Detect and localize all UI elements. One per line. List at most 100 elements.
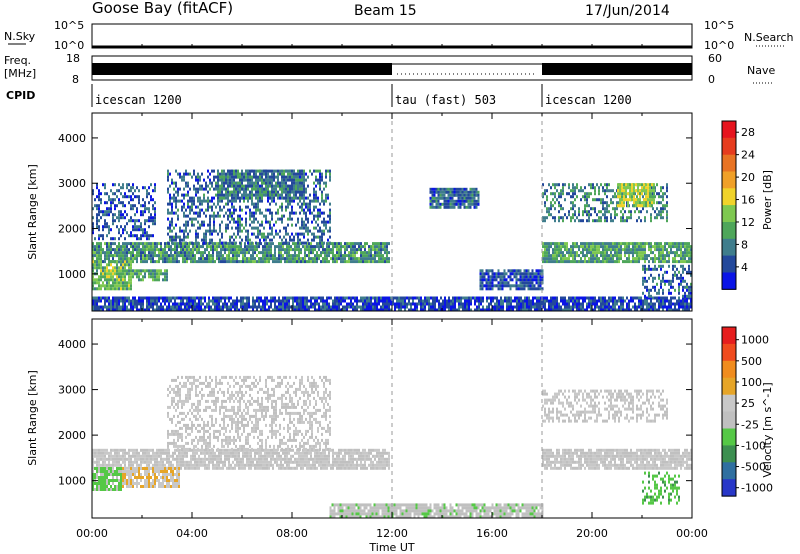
cpid-label: CPID: [6, 89, 35, 102]
echo-region: [542, 389, 668, 423]
echo-region: [617, 183, 655, 208]
colorbar-tick-label: -500: [741, 461, 766, 474]
nsky-panel: N.Sky 10^5 10^0 10^5 10^0 N.Search: [4, 19, 794, 52]
time-tick-label: 16:00: [476, 527, 508, 540]
power-echoes: [92, 113, 692, 312]
station-title: Goose Bay (fitACF): [92, 0, 233, 17]
cpid-segment-label: icescan 1200: [95, 93, 182, 107]
freq-trace: [92, 63, 692, 75]
colorbar-tick-label: -100: [741, 439, 766, 452]
echo-region: [92, 260, 132, 291]
freq-panel: Freq. [MHz] 18 8 60 0 Nave: [4, 52, 775, 86]
velocity-colorbar: 1000 500 100 25 -25 -100 -500 -1000: [721, 326, 773, 497]
nsky-left-tick-top: 10^5: [54, 19, 84, 32]
velocity-frame: [91, 318, 693, 519]
y-tick-label: 3000: [58, 384, 86, 397]
colorbar-swatch: [722, 462, 736, 480]
colorbar-swatch: [722, 222, 736, 240]
colorbar-swatch: [722, 171, 736, 189]
echo-region: [92, 467, 122, 491]
echo-region: [479, 269, 544, 291]
echo-region: [429, 187, 480, 209]
colorbar-tick-label: 25: [741, 397, 755, 410]
velocity-axes: 1000 2000 3000 4000: [58, 319, 693, 518]
colorbar-swatch: [722, 411, 736, 429]
time-tick-label: 00:00: [76, 527, 108, 540]
echo-region: [92, 183, 156, 241]
nsky-left-label: N.Sky: [4, 30, 36, 43]
y-tick-label: 4000: [58, 132, 86, 145]
colorbar-tick-label: 100: [741, 376, 762, 389]
y-tick-label: 2000: [58, 429, 86, 442]
echo-region: [167, 375, 331, 451]
colorbar-swatch: [722, 445, 736, 463]
echo-region: [642, 264, 692, 298]
time-axis-label: Time UT: [368, 541, 414, 554]
colorbar-swatch: [722, 272, 736, 290]
freq-right-tick-top: 60: [708, 52, 722, 65]
colorbar-swatch: [722, 343, 736, 362]
echo-region: [642, 471, 680, 505]
time-tick-label: 00:00: [676, 527, 708, 540]
colorbar-tick-label: 16: [741, 194, 755, 207]
freq-band-1: [92, 63, 392, 75]
colorbar-swatch: [722, 255, 736, 273]
time-tick-label: 08:00: [276, 527, 308, 540]
colorbar-swatch: [722, 121, 736, 139]
power-ylabel: Slant Range [km]: [26, 164, 39, 260]
nsky-right-tick-bottom: 10^0: [704, 39, 734, 52]
power-frame: [91, 112, 693, 312]
colorbar-tick-label: 28: [741, 126, 755, 139]
freq-right-tick-bottom: 0: [708, 73, 715, 86]
colorbar-tick-label: 12: [741, 216, 755, 229]
y-tick-label: 3000: [58, 177, 86, 190]
colorbar-swatch: [722, 394, 736, 413]
cpid-segment-label: tau (fast) 503: [395, 93, 496, 107]
time-tick-label: 12:00: [376, 527, 408, 540]
echo-region: [542, 448, 692, 470]
colorbar-swatch: [722, 360, 736, 379]
colorbar-tick-label: 20: [741, 171, 755, 184]
echo-region: [92, 242, 390, 264]
y-tick-label: 2000: [58, 223, 86, 236]
velocity-ylabel: Slant Range [km]: [26, 370, 39, 466]
freq-left-tick-top: 18: [66, 52, 80, 65]
colorbar-tick-label: -1000: [741, 482, 773, 495]
nave-label: Nave: [747, 64, 775, 77]
time-tick-label: 04:00: [176, 527, 208, 540]
colorbar-tick-label: 1000: [741, 334, 769, 347]
freq-left-label-bottom: [MHz]: [4, 67, 36, 80]
power-panel: 1000 2000 3000 4000 Slant Range [km] 4 8 12 16…: [26, 112, 774, 312]
nsky-left-tick-bottom: 10^0: [54, 39, 84, 52]
colorbar-tick-label: 4: [741, 261, 748, 274]
echo-region: [92, 448, 390, 470]
colorbar-swatch: [722, 238, 736, 257]
colorbar-swatch: [722, 137, 736, 156]
y-tick-label: 4000: [58, 338, 86, 351]
echo-region: [122, 467, 180, 488]
velocity-panel: 1000 2000 3000 4000 Slant Range [km] 1000 50…: [26, 318, 774, 519]
date-title: 17/Jun/2014: [585, 3, 670, 19]
colorbar-swatch: [722, 188, 736, 206]
cpid-segment-label: icescan 1200: [545, 93, 632, 107]
colorbar-swatch: [722, 327, 736, 345]
echo-region: [542, 242, 692, 264]
colorbar-tick-label: -25: [741, 418, 759, 431]
freq-band-2: [542, 63, 692, 75]
power-colorbar: 4 8 12 16 20 24 28: [721, 120, 755, 290]
colorbar-swatch: [722, 377, 736, 396]
cpid-row: CPID icescan 1200 tau (fast) 503 icescan 1…: [6, 84, 632, 107]
colorbar-tick-label: 24: [741, 149, 755, 162]
nsky-right-label: N.Search: [744, 31, 794, 44]
y-tick-label: 1000: [58, 475, 86, 488]
colorbar-swatch: [722, 205, 736, 223]
freq-left-label-top: Freq.: [4, 54, 31, 67]
colorbar-swatch: [722, 479, 736, 497]
power-colorbar-label: Power [dB]: [761, 170, 774, 230]
time-axis: 00:00 04:00 08:00 12:00 16:00 20:00 00:00: [76, 44, 708, 540]
time-tick-label: 20:00: [576, 527, 608, 540]
nsky-right-tick-top: 10^5: [704, 19, 734, 32]
echo-region: [132, 269, 168, 282]
beam-title: Beam 15: [354, 3, 417, 19]
